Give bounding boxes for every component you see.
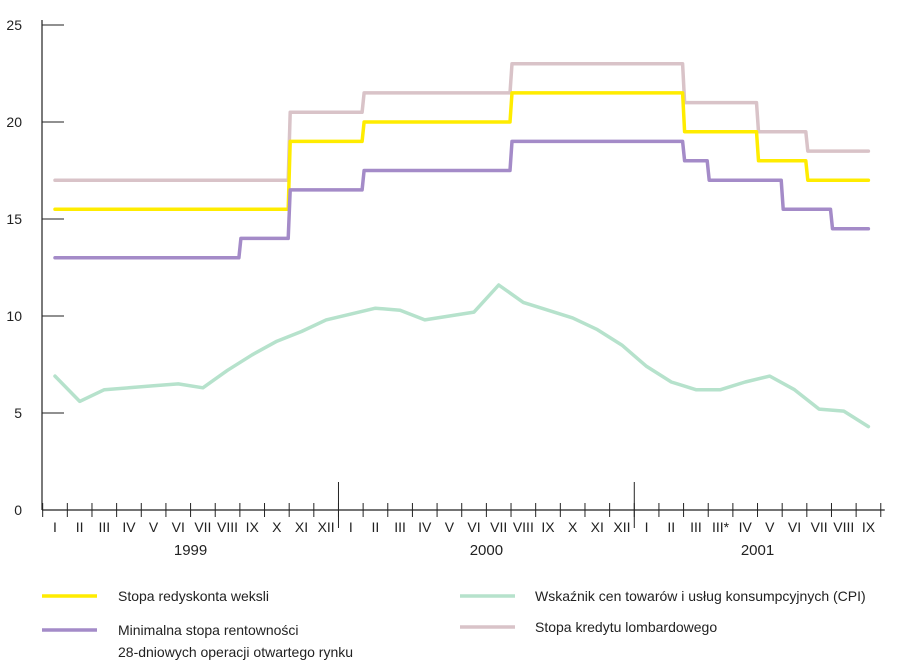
legend-label: Stopa redyskonta weksli xyxy=(118,588,269,604)
x-tick-label: VII xyxy=(811,519,828,535)
y-tick-label: 20 xyxy=(6,114,22,130)
x-tick-label: V xyxy=(765,519,775,535)
x-tick-label: XII xyxy=(613,519,630,535)
x-tick-label: VI xyxy=(172,519,185,535)
x-tick-label: III xyxy=(98,519,110,535)
x-tick-label: III xyxy=(690,519,702,535)
chart-legend: Stopa redyskonta weksli Minimalna stopa r… xyxy=(42,588,866,660)
x-tick-label: III* xyxy=(712,519,730,535)
legend-label: Wskaźnik cen towarów i usług konsumpcyjn… xyxy=(535,588,866,604)
year-label: 1999 xyxy=(174,542,207,559)
x-tick-label: I xyxy=(53,519,57,535)
x-tick-label: VIII xyxy=(217,519,238,535)
legend-label: Stopa kredytu lombardowego xyxy=(535,619,717,635)
series-layer xyxy=(53,62,871,429)
x-tick-label: I xyxy=(349,519,353,535)
y-tick-label: 10 xyxy=(6,308,22,324)
x-tick-label: II xyxy=(667,519,675,535)
x-tick-label: VII xyxy=(194,519,211,535)
year-label: 2001 xyxy=(741,542,774,559)
x-tick-label: VII xyxy=(490,519,507,535)
x-tick-label: II xyxy=(372,519,380,535)
y-tick-label: 0 xyxy=(14,502,22,518)
series-line xyxy=(53,62,871,182)
x-tick-label: I xyxy=(645,519,649,535)
x-tick-label: IV xyxy=(122,519,136,535)
x-tick-label: X xyxy=(568,519,578,535)
year-label: 2000 xyxy=(470,542,503,559)
y-tick-label: 25 xyxy=(6,17,22,33)
x-tick-label: IX xyxy=(862,519,876,535)
x-tick-label: III xyxy=(394,519,406,535)
legend-label: 28-dniowych operacji otwartego rynku xyxy=(118,644,353,660)
x-tick-label: IX xyxy=(246,519,260,535)
y-tick-label: 5 xyxy=(14,405,22,421)
x-tick-label: V xyxy=(445,519,455,535)
x-tick-label: XI xyxy=(591,519,604,535)
y-tick-label: 15 xyxy=(6,211,22,227)
series-line xyxy=(53,283,871,429)
x-tick-label: VI xyxy=(788,519,801,535)
x-tick-label: VI xyxy=(467,519,480,535)
x-tick-label: V xyxy=(149,519,159,535)
series-line xyxy=(53,139,871,260)
legend-label: Minimalna stopa rentowności xyxy=(118,622,299,638)
x-tick-label: II xyxy=(76,519,84,535)
x-tick-label: X xyxy=(272,519,282,535)
x-tick-label: XII xyxy=(318,519,335,535)
x-tick-label: XI xyxy=(295,519,308,535)
x-tick-label: IV xyxy=(739,519,753,535)
x-tick-label: IX xyxy=(541,519,555,535)
x-tick-label: IV xyxy=(418,519,432,535)
series-line xyxy=(53,91,871,212)
x-tick-label: VIII xyxy=(833,519,854,535)
x-tick-label: VIII xyxy=(513,519,534,535)
